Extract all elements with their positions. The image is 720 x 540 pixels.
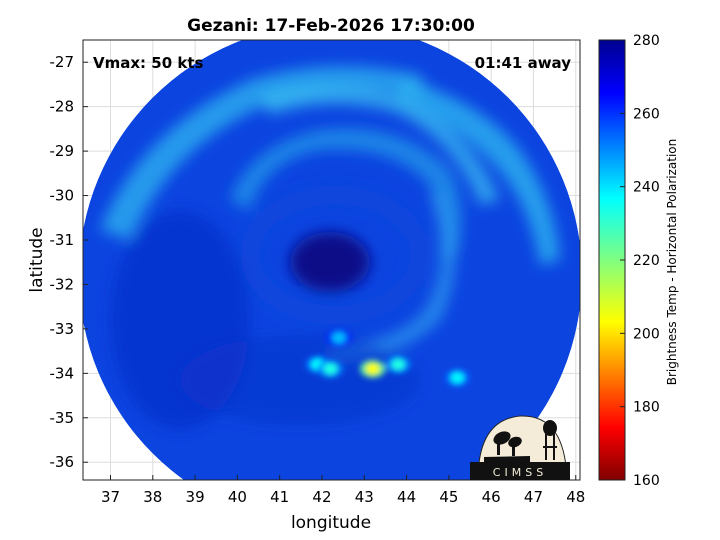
x-tick-label: 37 bbox=[101, 488, 120, 506]
colorbar-ticks: 280 260 240 220 200 180 160 bbox=[620, 33, 660, 489]
colorbar-tick-label: 200 bbox=[633, 326, 660, 342]
axes-border bbox=[82, 39, 581, 481]
convective-spot bbox=[331, 331, 346, 344]
x-tick-label: 42 bbox=[312, 488, 331, 506]
y-axis-ticks: -27 -28 -29 -30 -31 -32 -33 -34 -35 -36 bbox=[50, 53, 88, 471]
y-tick-label: -31 bbox=[50, 231, 75, 249]
colorbar-tick-label: 260 bbox=[633, 106, 660, 122]
y-tick-label: -36 bbox=[50, 453, 75, 471]
dark-arm-south bbox=[180, 335, 420, 425]
colorbar: 280 260 240 220 200 180 160 Brightness Temp - … bbox=[598, 33, 679, 489]
logo-banner bbox=[470, 462, 570, 480]
x-tick-label: 48 bbox=[566, 488, 585, 506]
microwave-swath bbox=[83, 40, 580, 480]
band-inner-arc bbox=[230, 128, 462, 260]
x-tick-label: 40 bbox=[228, 488, 247, 506]
swath-features bbox=[100, 66, 560, 430]
colorbar-tick-label: 160 bbox=[633, 473, 660, 489]
time-away-annotation: 01:41 away bbox=[475, 54, 572, 72]
band-east-spiral bbox=[330, 190, 455, 360]
x-axis-ticks: 37 38 39 40 41 42 43 44 45 46 47 48 bbox=[101, 475, 585, 506]
y-tick-label: -30 bbox=[50, 187, 75, 205]
convective-spot bbox=[450, 371, 465, 384]
x-axis-label: longitude bbox=[291, 513, 371, 533]
vmax-annotation: Vmax: 50 kts bbox=[93, 54, 203, 72]
x-tick-label: 44 bbox=[397, 488, 416, 506]
band-northeast bbox=[395, 78, 560, 265]
y-tick-label: -27 bbox=[50, 53, 75, 71]
y-tick-label: -35 bbox=[50, 409, 75, 427]
satellite-dish-icon bbox=[484, 431, 530, 462]
convective-spots bbox=[304, 328, 471, 387]
y-tick-label: -33 bbox=[50, 320, 75, 338]
colorbar-tick-label: 180 bbox=[633, 400, 660, 416]
eyewall bbox=[241, 186, 429, 324]
band-north-light bbox=[260, 85, 500, 205]
water-tower-icon bbox=[543, 420, 557, 460]
colorbar-label: Brightness Temp - Horizontal Polarizatio… bbox=[665, 139, 679, 386]
x-tick-label: 46 bbox=[482, 488, 501, 506]
colorbar-tick-label: 240 bbox=[633, 180, 660, 196]
y-tick-label: -34 bbox=[50, 364, 75, 382]
chart-title: Gezani: 17-Feb-2026 17:30:00 bbox=[187, 16, 475, 36]
x-tick-label: 41 bbox=[270, 488, 289, 506]
y-tick-label: -32 bbox=[50, 275, 75, 293]
x-tick-label: 43 bbox=[355, 488, 374, 506]
convective-spot bbox=[365, 362, 380, 375]
y-axis-label: latitude bbox=[27, 227, 47, 292]
colorbar-tick-label: 220 bbox=[633, 253, 660, 269]
x-tick-label: 47 bbox=[524, 488, 543, 506]
convective-spot bbox=[323, 362, 338, 375]
logo-text: CIMSS bbox=[493, 466, 547, 479]
convective-spot bbox=[391, 358, 406, 371]
y-tick-label: -28 bbox=[50, 98, 75, 116]
colorbar-tick-label: 280 bbox=[633, 33, 660, 49]
x-tick-label: 39 bbox=[186, 488, 205, 506]
y-tick-label: -29 bbox=[50, 142, 75, 160]
storm-eye bbox=[290, 232, 370, 292]
cimss-logo: CIMSS bbox=[470, 415, 570, 481]
x-tick-label: 38 bbox=[143, 488, 162, 506]
x-tick-label: 45 bbox=[439, 488, 458, 506]
